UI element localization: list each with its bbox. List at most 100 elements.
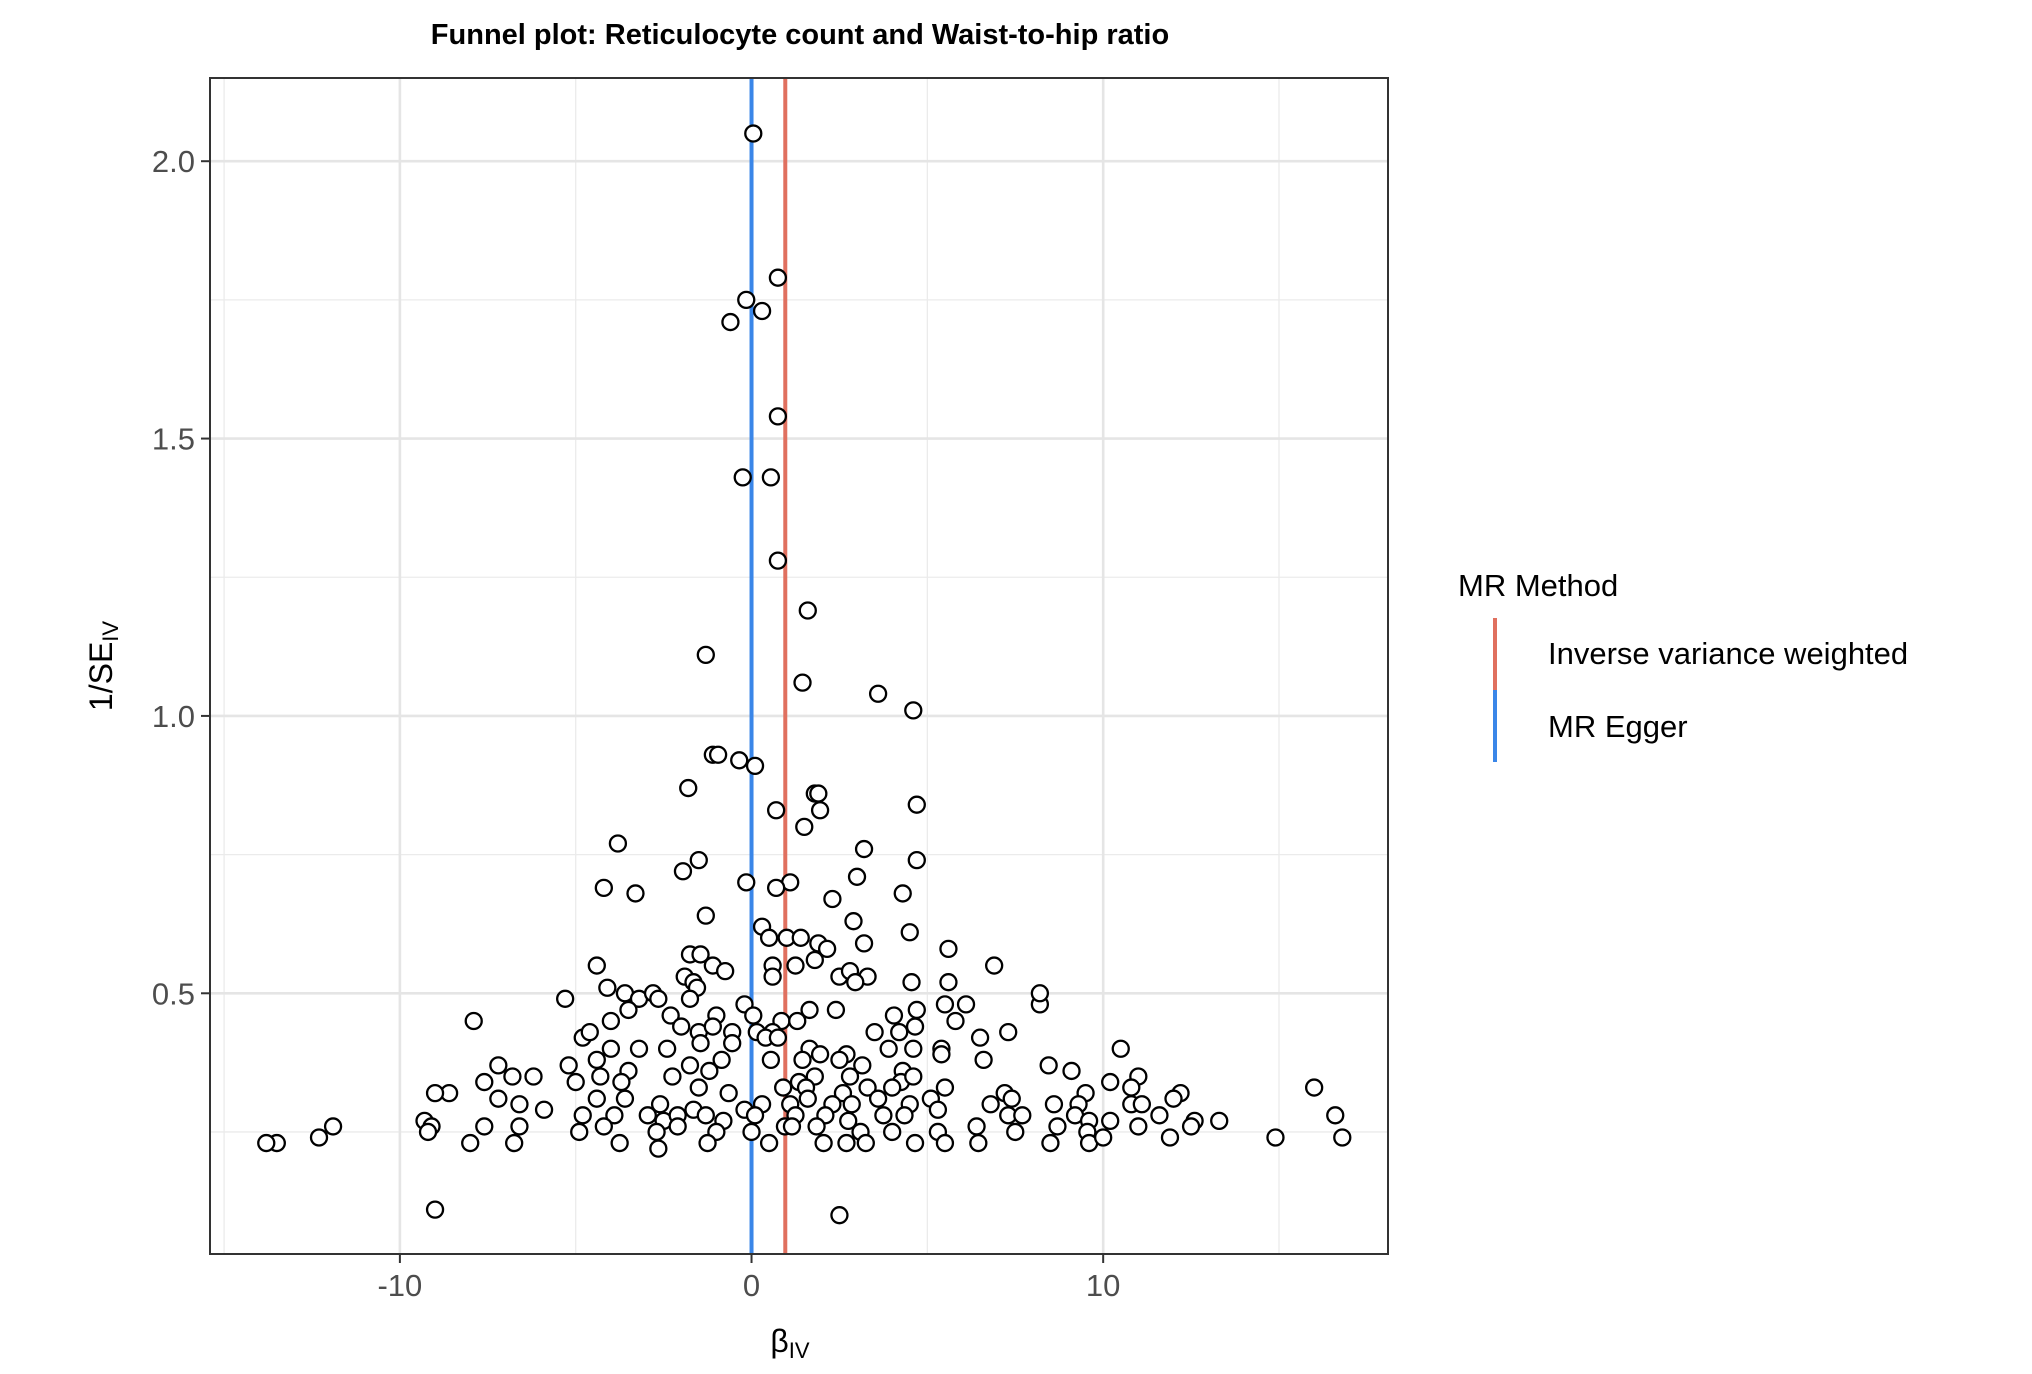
data-point (1039, 1056, 1058, 1075)
data-point (1160, 1128, 1180, 1147)
legend-title: MR Method (1458, 568, 1618, 603)
data-point (793, 673, 812, 692)
data-point (723, 1034, 742, 1053)
data-point (698, 1133, 717, 1153)
data-point (854, 839, 874, 859)
data-point (830, 1206, 849, 1225)
data-point (309, 1128, 329, 1147)
data-point (874, 1106, 893, 1125)
data-point (786, 956, 805, 975)
data-point (883, 1078, 902, 1097)
data-point (594, 1117, 613, 1136)
data-point (856, 1133, 875, 1153)
data-point (615, 1089, 635, 1108)
data-point (696, 645, 715, 665)
data-point (626, 884, 645, 903)
data-point (1181, 1117, 1201, 1136)
data-point (689, 1078, 708, 1097)
data-point (810, 1045, 830, 1064)
data-point (907, 851, 926, 870)
data-point (744, 124, 763, 143)
data-point (475, 1072, 494, 1092)
data-point (768, 1028, 788, 1047)
data-point (837, 1133, 856, 1153)
x-axis-title-main: β (770, 1323, 788, 1359)
x-axis: -10 0 10 (377, 1254, 1120, 1303)
data-point (999, 1022, 1018, 1042)
data-point (464, 1011, 483, 1031)
data-point (612, 1072, 631, 1092)
data-point (798, 1089, 817, 1108)
data-point (638, 1106, 657, 1125)
data-point (842, 1095, 861, 1114)
data-point (788, 1011, 807, 1031)
data-point (730, 751, 749, 770)
data-point (721, 312, 740, 332)
data-point (884, 1006, 904, 1025)
data-point (810, 801, 830, 820)
data-point (981, 1095, 1000, 1114)
data-point (793, 1050, 812, 1069)
data-point (679, 778, 698, 798)
data-point (668, 1117, 687, 1136)
data-point (1333, 1128, 1352, 1147)
data-point (601, 1039, 621, 1058)
data-point (868, 1089, 888, 1108)
data-point (708, 745, 728, 764)
data-point (580, 1022, 599, 1042)
data-point (905, 1133, 925, 1153)
data-point (605, 1106, 624, 1125)
y-axis-title-subscript: IV (98, 621, 123, 642)
data-point (895, 1106, 914, 1125)
data-point (830, 1050, 849, 1069)
y-axis-title: 1/SEIV (83, 621, 123, 711)
data-point (798, 601, 817, 620)
data-point (691, 945, 710, 964)
data-point (573, 1106, 592, 1125)
data-point (1013, 1106, 1032, 1125)
data-point (744, 1006, 763, 1025)
x-tick-label: -10 (377, 1268, 422, 1303)
data-point (425, 1200, 445, 1219)
data-point (956, 995, 976, 1014)
data-point (737, 873, 756, 892)
data-point (809, 784, 828, 803)
data-point (970, 1028, 990, 1047)
y-tick-label: 1.0 (152, 699, 195, 734)
data-point (858, 1078, 877, 1097)
data-point (1041, 1133, 1060, 1153)
data-point (826, 1000, 846, 1020)
data-point (807, 1117, 826, 1136)
data-point (768, 551, 788, 570)
legend: MR Method Inverse variance weighted MR E… (1458, 568, 1908, 762)
legend-label-ivw: Inverse variance weighted (1548, 636, 1908, 671)
data-point (817, 939, 837, 959)
data-point (904, 1039, 923, 1058)
data-point (761, 1050, 781, 1069)
minor-gridlines (210, 78, 1388, 1254)
x-tick-label: 10 (1086, 1268, 1120, 1303)
data-point (791, 928, 810, 947)
data-point (1044, 1095, 1064, 1114)
data-point (766, 801, 786, 820)
chart-title: Funnel plot: Reticulocyte count and Wais… (431, 19, 1169, 51)
data-point (587, 956, 606, 975)
data-point (840, 1067, 860, 1086)
data-point (774, 1078, 793, 1097)
data-point (814, 1133, 833, 1153)
data-point (712, 1050, 731, 1069)
data-point (1122, 1078, 1141, 1097)
data-point (598, 978, 617, 997)
data-point (489, 1056, 508, 1075)
plot-panel-border (209, 77, 1389, 1255)
data-point (935, 1078, 955, 1097)
data-point (1101, 1111, 1120, 1131)
data-point (935, 995, 955, 1014)
data-point (1150, 1106, 1169, 1125)
data-point (1210, 1111, 1229, 1131)
data-point (974, 1050, 993, 1069)
data-point (761, 468, 781, 487)
data-point (663, 1067, 682, 1086)
data-point (1129, 1117, 1148, 1136)
data-point (1111, 1039, 1130, 1058)
